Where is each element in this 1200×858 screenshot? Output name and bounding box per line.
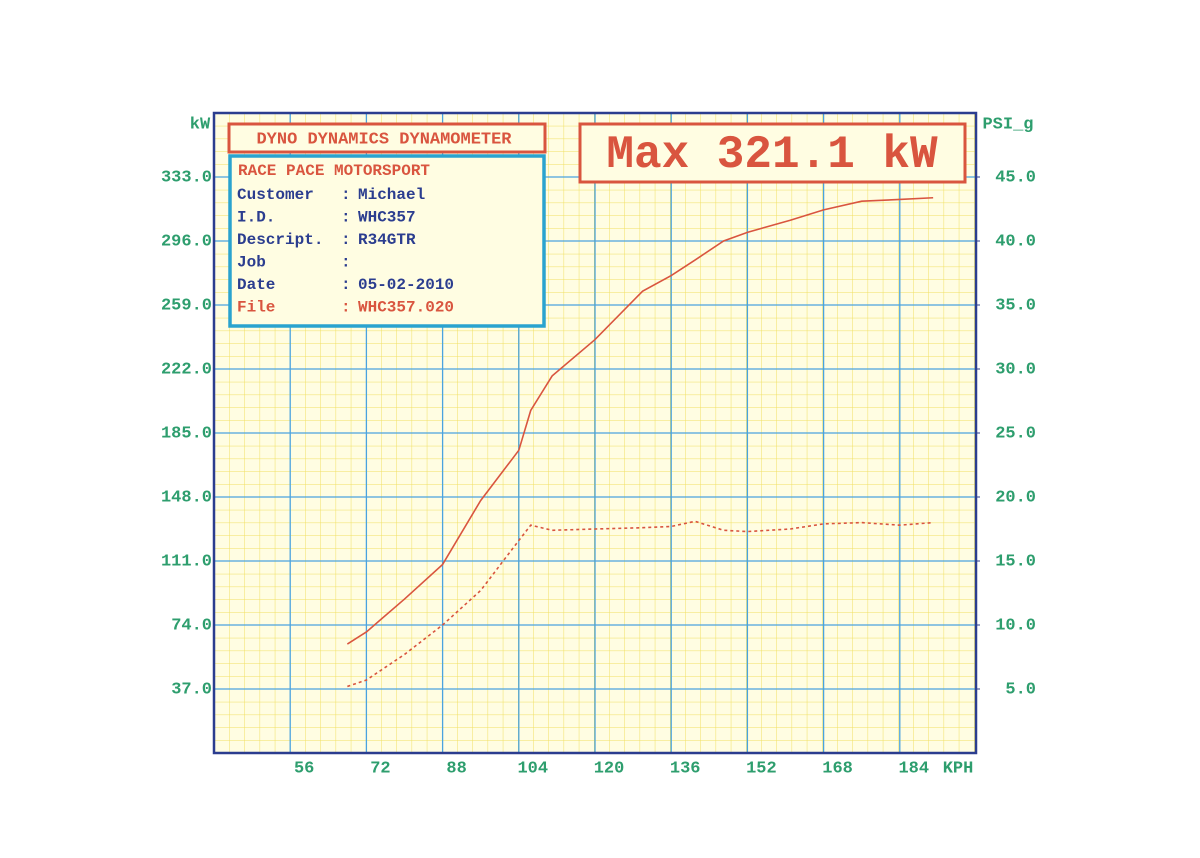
- info-separator: :: [341, 276, 351, 294]
- y-tick-label: 74.0: [171, 616, 212, 635]
- x-tick-label: 88: [446, 759, 466, 778]
- y-tick-label: 222.0: [161, 360, 212, 379]
- y2-tick-label: 10.0: [995, 616, 1036, 635]
- info-value: WHC357.020: [358, 299, 454, 317]
- info-label: Date: [237, 276, 275, 294]
- y2-tick-label: 20.0: [995, 488, 1036, 507]
- info-separator: :: [341, 254, 351, 272]
- x-tick-label: 56: [294, 759, 314, 778]
- max-annotation: Max 321.1 kW: [606, 129, 938, 181]
- info-label: Job: [237, 254, 266, 272]
- y-tick-label: 111.0: [161, 552, 212, 571]
- x-tick-label: 120: [594, 759, 625, 778]
- info-label: Customer: [237, 186, 314, 204]
- y2-tick-label: 15.0: [995, 552, 1036, 571]
- y2-tick-label: 30.0: [995, 360, 1036, 379]
- info-label: I.D.: [237, 209, 275, 227]
- info-box: [228, 154, 546, 328]
- y2-tick-label: 35.0: [995, 296, 1036, 315]
- y2-tick-label: 40.0: [995, 232, 1036, 251]
- x-axis-label: KPH: [943, 759, 974, 778]
- info-title: RACE PACE MOTORSPORT: [238, 162, 430, 180]
- info-separator: :: [341, 299, 351, 317]
- chart-title: DYNO DYNAMICS DYNAMOMETER: [256, 130, 512, 149]
- x-tick-label: 152: [746, 759, 777, 778]
- info-value: WHC357: [358, 209, 416, 227]
- info-value: 05-02-2010: [358, 276, 454, 294]
- info-label: Descript.: [237, 231, 323, 249]
- y-tick-label: 148.0: [161, 488, 212, 507]
- max-box: [578, 122, 967, 184]
- y-tick-label: 185.0: [161, 424, 212, 443]
- x-tick-label: 136: [670, 759, 701, 778]
- x-tick-label: 104: [517, 759, 548, 778]
- x-tick-label: 184: [898, 759, 929, 778]
- y-axis-label: kW: [190, 115, 211, 134]
- x-tick-label: 72: [370, 759, 390, 778]
- y-tick-label: 296.0: [161, 232, 212, 251]
- info-separator: :: [341, 231, 351, 249]
- y2-tick-label: 45.0: [995, 168, 1036, 187]
- info-separator: :: [341, 186, 351, 204]
- power-line: [346, 196, 934, 645]
- boost-line: [347, 520, 934, 688]
- y-tick-label: 259.0: [161, 296, 212, 315]
- title-box: [227, 122, 547, 154]
- info-separator: :: [341, 209, 351, 227]
- y2-tick-label: 25.0: [995, 424, 1036, 443]
- info-label: File: [237, 299, 275, 317]
- info-value: R34GTR: [358, 231, 416, 249]
- y2-axis-label: PSI_g: [982, 115, 1033, 134]
- y2-tick-label: 5.0: [1005, 680, 1036, 699]
- info-value: Michael: [358, 186, 425, 204]
- x-tick-label: 168: [822, 759, 853, 778]
- y-tick-label: 333.0: [161, 168, 212, 187]
- y-tick-label: 37.0: [171, 680, 212, 699]
